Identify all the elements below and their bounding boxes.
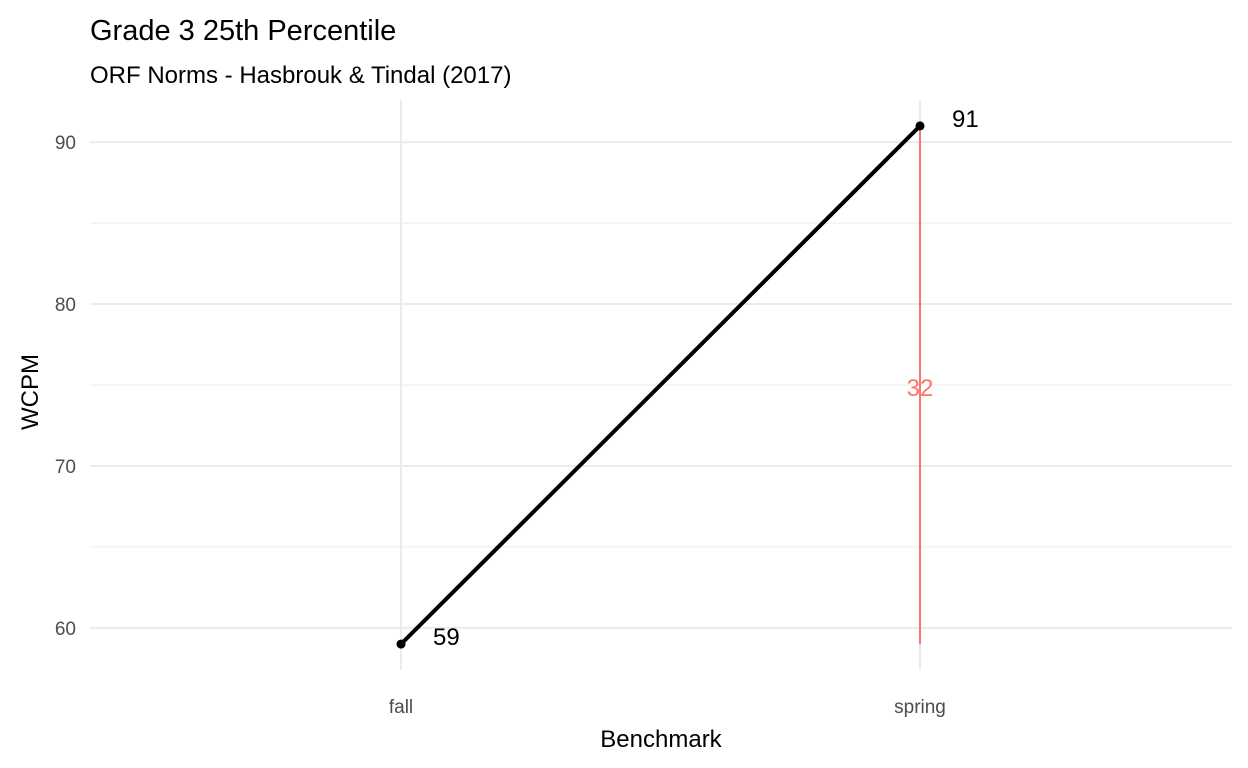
y-axis-title: WCPM (17, 354, 44, 430)
series-line (399, 123, 922, 647)
x-tick-label-spring: spring (894, 697, 946, 718)
chart-title: Grade 3 25th Percentile (90, 15, 396, 47)
y-tick-label-80: 80 (55, 295, 76, 316)
x-axis-ticks: fall spring (389, 697, 946, 718)
point-labels: 59 91 (433, 106, 979, 651)
data-point-fall (396, 639, 406, 649)
data-point-spring (915, 121, 925, 131)
y-tick-label-70: 70 (55, 457, 76, 478)
point-label-spring: 91 (952, 106, 979, 133)
x-tick-label-fall: fall (389, 697, 413, 718)
y-axis-ticks: 60 70 80 90 (55, 133, 76, 640)
y-tick-label-90: 90 (55, 133, 76, 154)
difference-label: 32 (907, 375, 934, 402)
series-layer (396, 121, 925, 649)
chart-subtitle: ORF Norms - Hasbrouk & Tindal (2017) (90, 62, 511, 89)
difference-layer: 32 (907, 125, 934, 645)
y-tick-label-60: 60 (55, 619, 76, 640)
point-label-fall: 59 (433, 624, 460, 651)
x-axis-title: Benchmark (600, 726, 722, 753)
